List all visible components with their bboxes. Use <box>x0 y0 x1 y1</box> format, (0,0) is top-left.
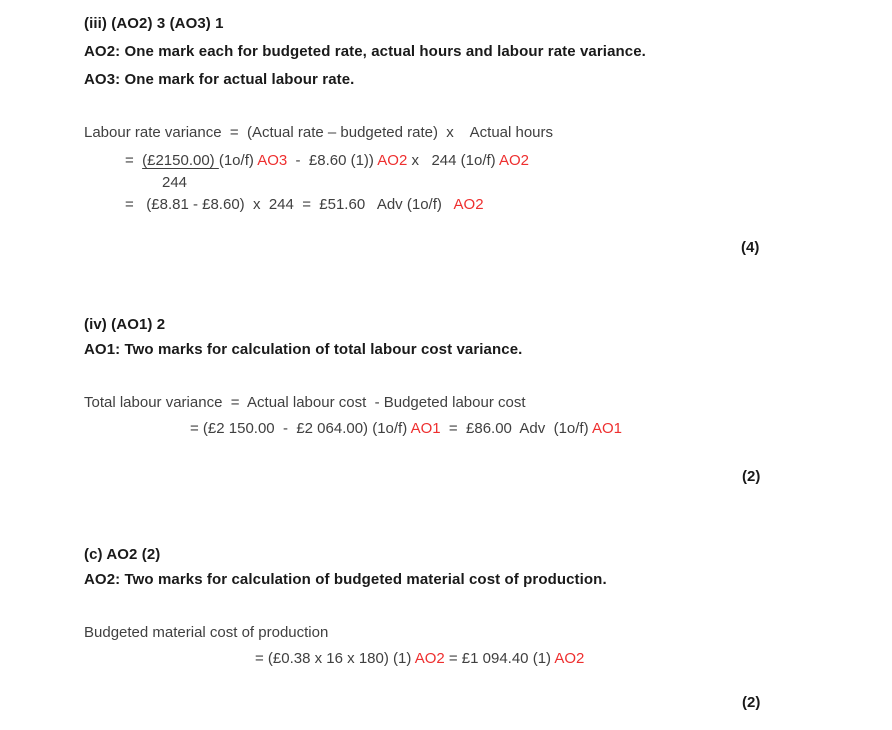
formula-segment: = (£8.81 - £8.60) x 244 = £51.60 Adv (1o… <box>125 196 454 213</box>
section-iii-heading: (iii) (AO2) 3 (AO3) 1 <box>84 15 224 32</box>
budgeted-material-cost-intro: Budgeted material cost of production <box>84 624 329 641</box>
ao-marker: AO2 <box>499 152 530 169</box>
labour-rate-variance-formula-intro: Labour rate variance = (Actual rate – bu… <box>84 124 554 141</box>
section-iv-heading: (iv) (AO1) 2 <box>84 316 166 333</box>
section-iii-note-ao3: AO3: One mark for actual labour rate. <box>84 71 355 88</box>
total-labour-variance-calculation-line: = (£2 150.00 - £2 064.00) (1o/f) AO1 = £… <box>190 418 622 439</box>
total-labour-variance-formula-intro: Total labour variance = Actual labour co… <box>84 394 526 411</box>
ao-marker: AO2 <box>377 152 408 169</box>
formula-segment: x 244 (1o/f) <box>407 152 499 169</box>
formula-segment: = £86.00 Adv (1o/f) <box>440 420 592 437</box>
formula-segment: = <box>125 152 143 169</box>
section-c-heading: (c) AO2 (2) <box>84 546 161 563</box>
section-iv-note-ao1: AO1: Two marks for calculation of total … <box>84 341 523 358</box>
ao-marker: AO2 <box>414 650 445 667</box>
budgeted-material-cost-calculation-line: = (£0.38 x 16 x 180) (1) AO2 = £1 094.40… <box>255 648 584 669</box>
formula-segment: (1o/f) <box>218 152 258 169</box>
section-iii-note-ao2: AO2: One mark each for budgeted rate, ac… <box>84 43 646 60</box>
section-c-note-ao2: AO2: Two marks for calculation of budget… <box>84 571 607 588</box>
ao-marker: AO2 <box>554 650 585 667</box>
fraction-denominator: 244 <box>162 174 188 191</box>
labour-rate-variance-result-line: = (£8.81 - £8.60) x 244 = £51.60 Adv (1o… <box>125 194 484 215</box>
section-c-marks-total: (2) <box>742 694 761 711</box>
section-iv-marks-total: (2) <box>742 468 761 485</box>
formula-segment: = (£2 150.00 - £2 064.00) (1o/f) <box>190 420 411 437</box>
formula-segment: - £8.60 (1)) <box>287 152 378 169</box>
formula-segment: = (£0.38 x 16 x 180) (1) <box>255 650 415 667</box>
formula-segment: (£2150.00) <box>142 152 219 169</box>
labour-rate-variance-calculation-line: = (£2150.00) (1o/f) AO3 - £8.60 (1)) AO2… <box>125 150 529 171</box>
ao-marker: AO1 <box>410 420 441 437</box>
ao-marker: AO1 <box>591 420 622 437</box>
ao-marker: AO2 <box>453 196 484 213</box>
ao-marker: AO3 <box>257 152 288 169</box>
section-iii-marks-total: (4) <box>741 239 760 256</box>
formula-segment: = £1 094.40 (1) <box>444 650 555 667</box>
